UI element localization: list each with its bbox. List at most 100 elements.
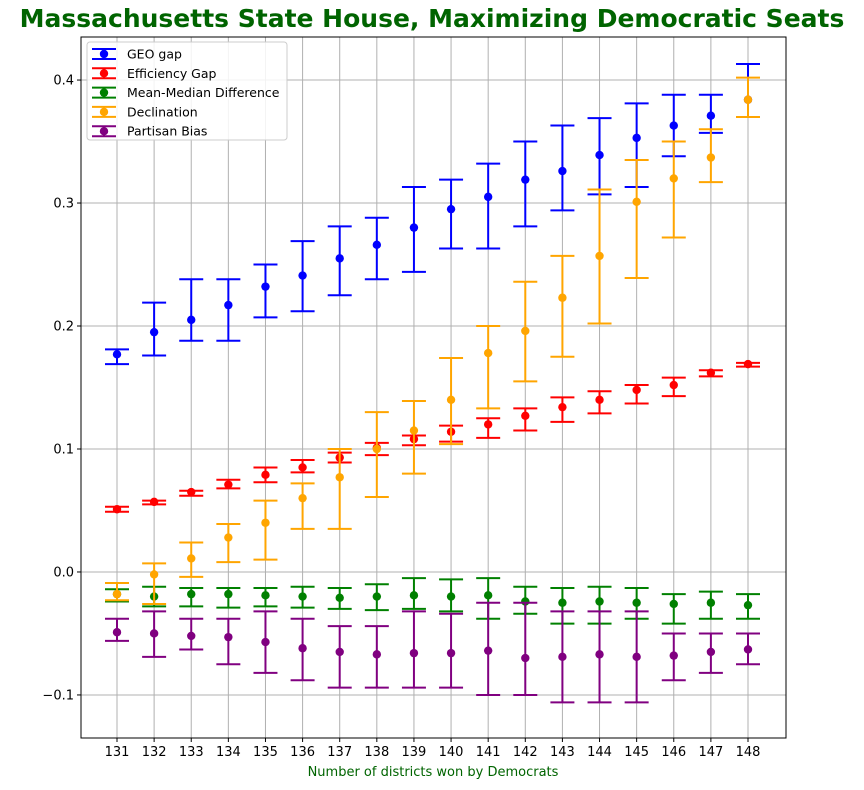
legend-item: Efficiency Gap [92, 66, 217, 81]
x-tick-label: 138 [364, 745, 389, 760]
data-point [112, 350, 122, 359]
legend-label: Declination [127, 104, 198, 119]
series-layer [105, 63, 760, 704]
data-point [112, 628, 122, 637]
data-point [595, 251, 604, 261]
data-point [446, 592, 456, 601]
data-point [335, 254, 344, 263]
x-tick-label: 148 [736, 745, 761, 760]
data-point [372, 592, 382, 601]
data-point [521, 175, 530, 184]
data-point [261, 282, 270, 291]
data-point [743, 95, 753, 104]
data-point [409, 426, 419, 435]
plot-frame [80, 36, 787, 739]
data-point [632, 385, 641, 395]
data-point [669, 174, 678, 183]
data-point [224, 300, 233, 310]
x-tick-label: 142 [513, 745, 538, 760]
data-point [558, 293, 567, 302]
x-tick-label: 146 [661, 745, 686, 760]
legend-marker [99, 127, 109, 136]
x-tick-label: 143 [550, 745, 575, 760]
data-point [335, 473, 344, 482]
legend-item: Mean-Median Difference [92, 85, 280, 100]
y-tick-label: 0.0 [53, 565, 74, 580]
data-point [224, 533, 233, 542]
data-point [483, 348, 493, 358]
axis-layer: 131 132 133 134 135 136 137 138 139 140 141 142 143 1… [42, 74, 760, 760]
y-tick-label: 0.4 [53, 74, 74, 89]
data-point [372, 650, 382, 659]
y-tick-label: 0.2 [53, 320, 74, 335]
data-point [743, 600, 753, 610]
data-point [261, 470, 270, 480]
data-point [149, 327, 159, 337]
legend-item: Declination [92, 104, 198, 119]
x-tick-label: 140 [439, 745, 464, 760]
legend-item: Partisan Bias [92, 124, 207, 139]
data-point [706, 111, 716, 120]
data-point [558, 652, 567, 662]
data-point [483, 192, 493, 202]
legend-label: Mean-Median Difference [127, 85, 280, 100]
legend-marker [99, 107, 109, 117]
data-point [409, 591, 419, 600]
legend: GEO gap Efficiency Gap Mean-Median Differe… [86, 41, 288, 141]
data-point [706, 647, 716, 657]
data-point [149, 629, 159, 638]
x-tick-label: 141 [476, 745, 501, 760]
data-point [446, 648, 456, 658]
data-point [632, 197, 641, 206]
y-tick-label: −0.1 [42, 688, 74, 703]
x-axis-label: Number of districts won by Democrats [308, 765, 559, 780]
data-point [187, 554, 196, 563]
legend-marker [99, 69, 109, 78]
data-point [187, 589, 196, 599]
x-tick-label: 147 [698, 745, 723, 760]
legend-label: Partisan Bias [127, 124, 207, 139]
data-point [112, 505, 122, 514]
data-point [298, 644, 307, 653]
data-point [372, 444, 382, 454]
data-point [409, 648, 419, 658]
data-point [558, 402, 567, 412]
data-point [261, 637, 270, 647]
data-point [483, 591, 493, 600]
x-tick-label: 134 [216, 745, 241, 760]
data-point [224, 480, 233, 489]
data-point [149, 570, 159, 579]
data-point [298, 592, 307, 601]
data-point [372, 240, 382, 250]
data-point [521, 653, 530, 663]
data-point [595, 650, 604, 659]
data-point [558, 166, 567, 176]
y-tick-label: 0.3 [53, 197, 74, 212]
x-tick-label: 131 [105, 745, 130, 760]
data-point [669, 121, 678, 130]
x-tick-label: 144 [587, 745, 612, 760]
data-point [706, 153, 716, 162]
data-point [669, 380, 678, 390]
data-point [706, 368, 716, 377]
series-mean-median-difference [105, 577, 760, 625]
data-point [446, 395, 456, 404]
data-point [335, 593, 344, 602]
data-point [409, 223, 419, 232]
x-tick-label: 135 [253, 745, 278, 760]
data-point [558, 598, 567, 607]
x-tick-label: 145 [624, 745, 649, 760]
data-point [595, 597, 604, 606]
data-point [669, 599, 678, 609]
data-point [224, 632, 233, 642]
x-tick-label: 137 [327, 745, 352, 760]
data-point [149, 497, 159, 507]
y-tick-label: 0.1 [53, 442, 74, 457]
legend-label: Efficiency Gap [127, 66, 217, 81]
data-point [446, 204, 456, 214]
data-point [187, 631, 196, 641]
data-point [298, 493, 307, 503]
data-point [632, 133, 641, 143]
data-point [595, 395, 604, 404]
